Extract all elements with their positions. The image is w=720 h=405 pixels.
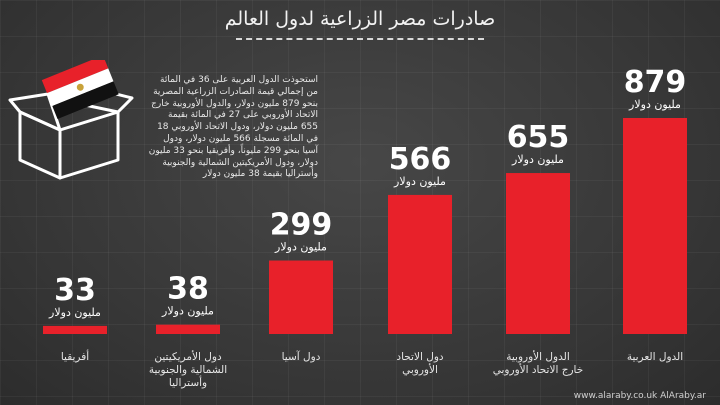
category-label-line: دول الأمريكيتين [154,350,222,363]
category-label-line: دول آسيا [282,350,321,363]
category-label-line: الأوروبي [402,363,438,376]
category-label-line: الشمالية والجنوبية [149,364,227,376]
category-label-line: خارج الاتحاد الأوروبي [493,363,584,376]
category-label: الدول الأوروبية خارج الاتحاد الأوروبي [493,350,584,376]
category-label: دول الأمريكيتين الشمالية والجنوبية وأسترال… [149,350,227,389]
category-label: أفريقيا [61,349,89,363]
category-label: دول الاتحاد الأوروبي [396,351,444,376]
bar-unit-label: مليون دولار [628,98,681,111]
description-text: استحوذت الدول العربية على 36 في المائة م… [148,75,318,180]
category-label-line: الدول الأوروبية [506,350,570,363]
bar [43,325,107,334]
bar-unit-label: مليون دولار [511,153,564,166]
bar-unit-label: مليون دولار [274,241,327,254]
category-label: الدول العربية [627,351,683,363]
title-divider [236,38,484,40]
category-label: دول آسيا [282,350,321,363]
bar-value-label: 38 [167,272,209,307]
bar-value-label: 879 [624,65,687,100]
category-label-line: الدول العربية [627,351,683,363]
category-label-line: دول الاتحاد [396,351,444,363]
egypt-flag-box-illustration [8,60,134,180]
bar-unit-label: مليون دولار [48,306,101,319]
bar-value-label: 33 [54,273,96,308]
bar [156,324,220,334]
page-title: صادرات مصر الزراعية لدول العالم [224,8,496,30]
bar-unit-label: مليون دولار [393,175,446,188]
bar [388,194,452,334]
bar-unit-label: مليون دولار [161,305,214,318]
bar [506,173,570,334]
category-label-line: أفريقيا [61,349,89,363]
category-label-line: وأستراليا [169,375,207,389]
footer-source: www.alaraby.co.uk AlAraby.ar [573,391,706,401]
bar-value-label: 299 [270,208,333,243]
bar-value-label: 655 [507,120,570,155]
bar [623,118,687,334]
bar [269,260,333,334]
bar-value-label: 566 [389,142,452,177]
